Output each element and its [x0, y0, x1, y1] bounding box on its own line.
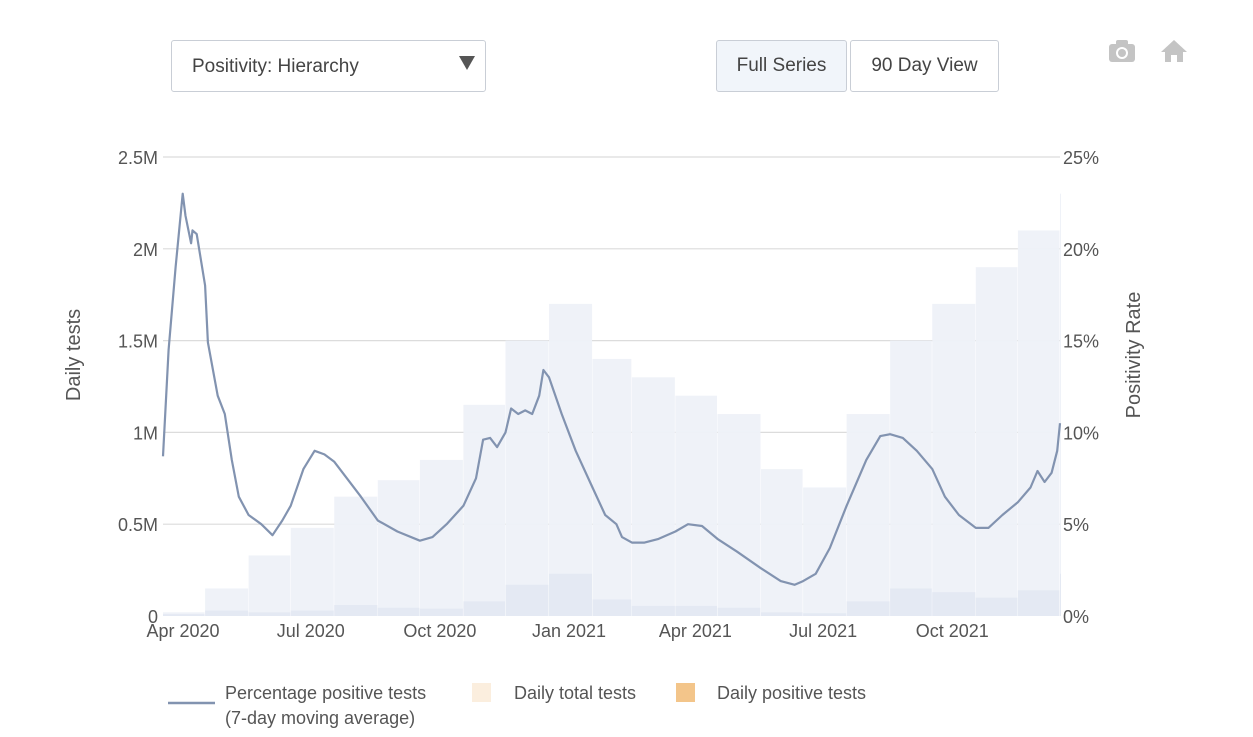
bar-total-tests [932, 303, 976, 616]
bar-total-tests [675, 395, 717, 616]
bar-total-tests [377, 480, 420, 616]
legend-label-line-1: Percentage positive tests [225, 683, 426, 703]
y-right-tick-label: 25% [1063, 148, 1099, 168]
bar-positive-tests [334, 604, 378, 616]
home-icon[interactable] [1160, 38, 1188, 64]
legend: Percentage positive tests (7-day moving … [168, 683, 866, 728]
dropdown-value: Positivity: Hierarchy [192, 56, 359, 77]
bar-total-tests [761, 469, 803, 616]
legend-total-swatch[interactable] [472, 683, 491, 702]
bar-positive-tests [377, 607, 420, 616]
bar-total-tests [803, 487, 847, 616]
positivity-line [161, 192, 1062, 586]
bar-positive-tests [419, 608, 463, 616]
full-series-button[interactable]: Full Series [716, 40, 847, 92]
y-left-tick-label: 1.5M [118, 332, 158, 352]
x-tick-label: Jul 2020 [277, 621, 345, 641]
dropdown-arrow-icon [459, 56, 475, 70]
bar-total-tests [549, 303, 593, 616]
ninety-day-view-button[interactable]: 90 Day View [850, 40, 999, 92]
x-tick-label: Jan 2021 [532, 621, 606, 641]
camera-icon[interactable] [1108, 38, 1136, 64]
bar-total-tests [846, 414, 890, 616]
bar-total-tests [631, 377, 675, 616]
bar-positive-tests [932, 592, 976, 616]
bar-total-tests [334, 496, 378, 616]
bar-positive-tests [463, 601, 506, 616]
x-tick-label: Apr 2021 [659, 621, 732, 641]
y-right-tick-label: 15% [1063, 332, 1099, 352]
y-right-tick-label: 5% [1063, 515, 1089, 535]
bar-total-tests [592, 358, 632, 616]
series-dropdown[interactable]: Positivity: Hierarchy [171, 40, 486, 92]
legend-label-total: Daily total tests [514, 683, 636, 703]
x-tick-label: Jul 2021 [789, 621, 857, 641]
y-right-tick-label: 10% [1063, 423, 1099, 443]
y-left-tick-label: 2M [133, 240, 158, 260]
x-tick-label: Oct 2021 [916, 621, 989, 641]
bar-positive-tests [631, 605, 675, 616]
bar-positive-tests [1060, 573, 1061, 616]
bar-positive-tests [205, 610, 249, 616]
legend-label-positive: Daily positive tests [717, 683, 866, 703]
y-axis-right-label: Positivity Rate [1123, 292, 1145, 419]
bar-total-tests [890, 340, 932, 616]
y-left-tick-label: 0.5M [118, 515, 158, 535]
legend-label-line-2: (7-day moving average) [225, 708, 415, 728]
bar-positive-tests [717, 607, 761, 616]
bar-positive-tests [505, 584, 549, 616]
bar-positive-tests [1017, 590, 1060, 616]
bar-positive-tests [803, 613, 847, 616]
bar-positive-tests [890, 588, 932, 616]
x-tick-label: Apr 2020 [146, 621, 219, 641]
bar-positive-tests [592, 599, 632, 616]
y-left-tick-label: 2.5M [118, 148, 158, 168]
bar-total-tests [1017, 230, 1060, 616]
bar-positive-tests [761, 612, 803, 616]
y-left-tick-label: 1M [133, 423, 158, 443]
bar-total-tests [717, 414, 761, 616]
bar-positive-tests [675, 605, 717, 616]
bar-positive-tests [549, 573, 593, 616]
bar-total-tests [975, 267, 1018, 616]
bar-total-tests [463, 404, 506, 616]
axis-labels: 0 0.5M 1M 1.5M 2M 2.5M 0% 5% 10% 15% 20% 25% Apr 202… [118, 148, 1099, 641]
bar-positive-tests [975, 597, 1018, 616]
bar-positive-tests [248, 612, 291, 616]
y-axis-left-label: Daily tests [63, 309, 85, 401]
bar-total-tests [248, 555, 291, 616]
bar-positive-tests [290, 610, 334, 616]
bars-layer [163, 193, 1061, 616]
bar-positive-tests [163, 614, 205, 616]
legend-positive-swatch[interactable] [676, 683, 695, 702]
y-right-tick-label: 20% [1063, 240, 1099, 260]
y-right-tick-label: 0% [1063, 607, 1089, 627]
bar-total-tests [290, 527, 334, 616]
x-tick-label: Oct 2020 [403, 621, 476, 641]
bar-total-tests [1060, 193, 1061, 616]
y-left-tick-label: 0 [148, 607, 158, 627]
bar-positive-tests [846, 601, 890, 616]
line-layer [161, 192, 1062, 586]
